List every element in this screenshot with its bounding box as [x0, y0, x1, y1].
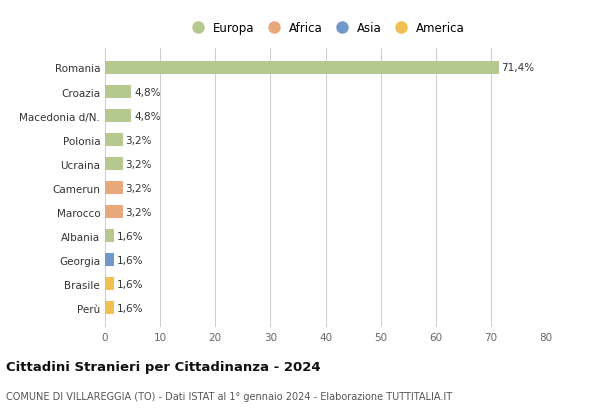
Text: Cittadini Stranieri per Cittadinanza - 2024: Cittadini Stranieri per Cittadinanza - 2… — [6, 360, 320, 373]
Text: 1,6%: 1,6% — [116, 279, 143, 289]
Bar — [105, 134, 122, 147]
Text: 1,6%: 1,6% — [116, 255, 143, 265]
Text: 3,2%: 3,2% — [125, 207, 152, 217]
Text: 3,2%: 3,2% — [125, 159, 152, 169]
Text: 4,8%: 4,8% — [134, 87, 161, 97]
Text: 71,4%: 71,4% — [502, 63, 535, 73]
Text: 4,8%: 4,8% — [134, 111, 161, 121]
Bar — [105, 277, 114, 290]
Text: COMUNE DI VILLAREGGIA (TO) - Dati ISTAT al 1° gennaio 2024 - Elaborazione TUTTIT: COMUNE DI VILLAREGGIA (TO) - Dati ISTAT … — [6, 391, 452, 401]
Bar — [105, 229, 114, 243]
Bar — [105, 182, 122, 195]
Bar — [105, 301, 114, 315]
Bar — [105, 62, 499, 75]
Bar — [105, 157, 122, 171]
Bar — [105, 254, 114, 267]
Legend: Europa, Africa, Asia, America: Europa, Africa, Asia, America — [186, 22, 465, 35]
Text: 1,6%: 1,6% — [116, 231, 143, 241]
Text: 3,2%: 3,2% — [125, 135, 152, 145]
Text: 3,2%: 3,2% — [125, 183, 152, 193]
Bar — [105, 86, 131, 99]
Bar — [105, 110, 131, 123]
Bar — [105, 205, 122, 219]
Text: 1,6%: 1,6% — [116, 303, 143, 313]
